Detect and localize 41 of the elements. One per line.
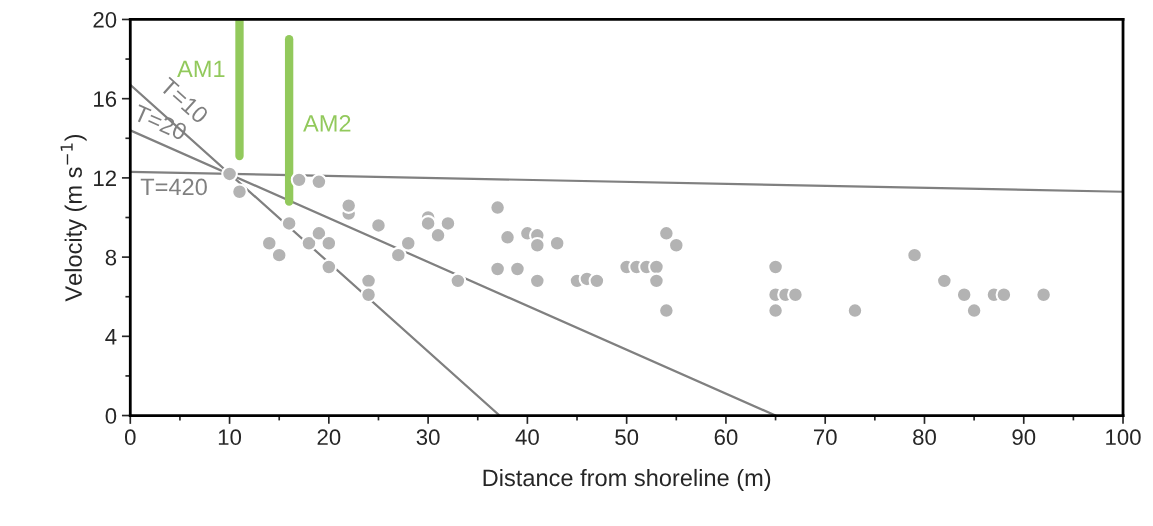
point	[658, 302, 675, 319]
x-tick-label: 70	[813, 429, 837, 446]
point	[767, 258, 784, 276]
y-axis-title: Velocity (m s$^{−1}$)	[60, 134, 87, 302]
x-tick-label: 10	[218, 429, 242, 446]
y-tick-label: 0	[105, 408, 117, 424]
point	[390, 246, 407, 264]
x-tick-label: 90	[1012, 429, 1036, 446]
y-tick-label: 16	[94, 91, 117, 107]
point	[489, 260, 506, 278]
point	[370, 217, 387, 234]
x-tick-label: 0	[124, 429, 136, 446]
x-tick-label: 80	[913, 429, 936, 446]
series-label: AM1	[177, 60, 225, 78]
x-tick-label: 50	[615, 429, 639, 446]
point	[221, 165, 238, 183]
point	[509, 260, 526, 278]
x-axis-title: Distance from shoreline (m)	[483, 468, 771, 491]
point	[965, 302, 983, 319]
y-tick-label: 20	[93, 12, 117, 28]
point	[489, 199, 506, 216]
point	[846, 302, 864, 319]
point	[767, 302, 784, 319]
point	[320, 258, 338, 276]
x-tick-label: 20	[317, 429, 341, 446]
x-tick-label: 40	[515, 429, 539, 446]
y-tick-label: 4	[105, 329, 117, 345]
point	[429, 227, 447, 244]
y-tick-label: 8	[105, 249, 117, 266]
x-tick-label: 60	[714, 429, 738, 446]
x-tick-label: 100	[1106, 429, 1141, 446]
x-tick-label: 30	[416, 429, 440, 446]
series-label: AM2	[303, 115, 351, 132]
point	[280, 215, 298, 232]
y-tick-label: 12	[94, 170, 116, 186]
series-label: T=420	[140, 178, 207, 196]
point	[439, 215, 457, 232]
point	[310, 225, 328, 242]
point	[360, 286, 377, 304]
point	[419, 215, 437, 232]
point	[658, 225, 675, 242]
